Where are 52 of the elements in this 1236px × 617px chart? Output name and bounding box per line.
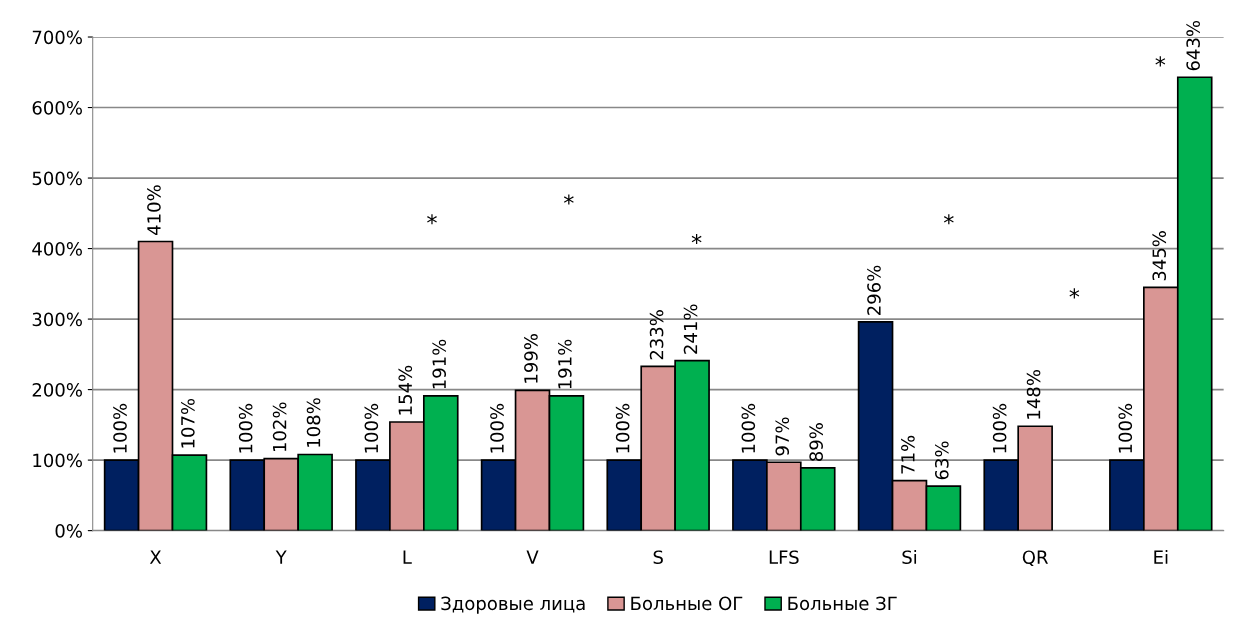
data-label: 100% [1118, 403, 1133, 453]
data-label: 199% [524, 334, 538, 383]
data-label: 345% [1152, 231, 1167, 281]
x-tick-label: L [403, 550, 412, 564]
y-tick-label: 500% [32, 171, 82, 186]
x-tick-label: X [149, 550, 162, 564]
data-label: 107% [181, 398, 195, 448]
annotation: * [563, 194, 574, 205]
x-tick-label: Si [902, 550, 917, 565]
data-label: 97% [775, 417, 790, 456]
data-label: 410% [147, 185, 161, 235]
data-label: 191% [432, 339, 447, 389]
data-label: 148% [1026, 370, 1041, 419]
y-tick-label: 300% [32, 312, 82, 327]
y-tick-label: 600% [32, 100, 82, 115]
data-label: 100% [364, 403, 379, 453]
data-label: 191% [558, 339, 572, 389]
annotation: * [427, 214, 437, 225]
data-label: 100% [992, 403, 1007, 453]
data-label: 233% [649, 310, 664, 360]
x-tick-label: Y [275, 550, 287, 564]
data-label: 643% [1186, 20, 1200, 71]
y-tick-label: 700% [32, 30, 82, 45]
annotation: * [943, 214, 954, 225]
data-label: 241% [683, 304, 698, 354]
y-tick-label: 400% [32, 242, 82, 256]
data-label: 71% [901, 435, 915, 474]
y-tick-label: 100% [33, 453, 82, 468]
data-label: 154% [398, 365, 413, 415]
annotation: * [691, 233, 702, 245]
x-tick-label: V [526, 550, 539, 564]
data-label: 100% [113, 403, 127, 453]
x-tick-label: Ei [1154, 550, 1168, 564]
annotation: * [1069, 288, 1080, 299]
x-tick-label: S [653, 550, 663, 565]
data-label: 296% [867, 265, 881, 315]
x-tick-label: QR [1022, 550, 1049, 567]
data-label: 102% [272, 402, 287, 452]
x-tick-label: LFS [769, 550, 799, 565]
data-label: 100% [238, 403, 253, 453]
legend-label: Здоровые лица [441, 596, 585, 614]
legend-label: Больные ЗГ [788, 596, 897, 611]
data-label: 100% [490, 403, 504, 453]
legend-label: Больные ОГ [631, 596, 743, 611]
y-tick-label: 0% [55, 524, 82, 538]
data-label: 89% [809, 423, 823, 461]
annotation: * [1155, 56, 1166, 67]
data-label: 63% [935, 441, 949, 480]
data-label: 108% [306, 398, 321, 447]
y-tick-label: 200% [32, 383, 82, 397]
data-label: 100% [615, 403, 630, 453]
data-label: 100% [741, 403, 756, 453]
